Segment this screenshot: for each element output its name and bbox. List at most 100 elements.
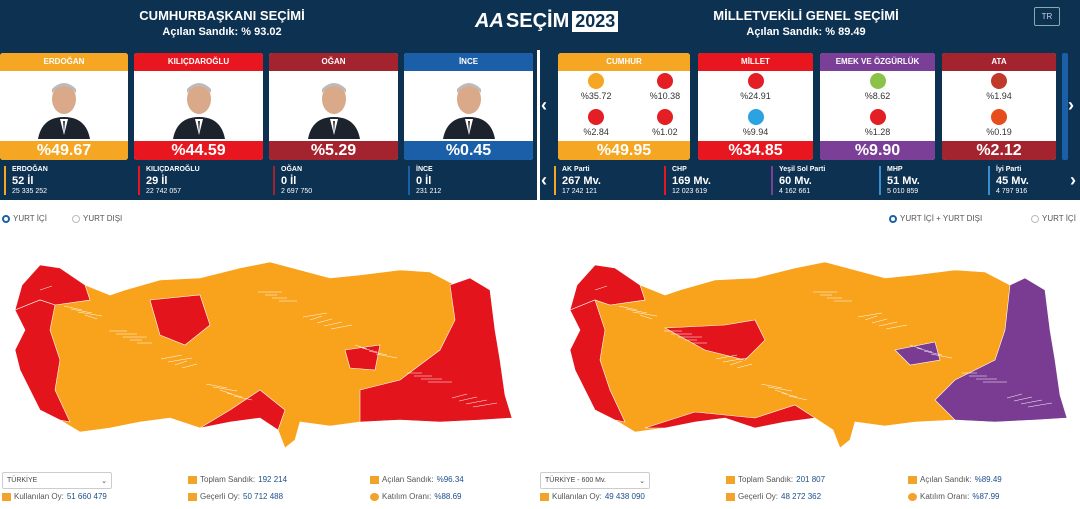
radio-button[interactable] — [889, 214, 897, 223]
vote-icon — [188, 492, 197, 501]
province-border — [871, 318, 888, 324]
acilan-info: Açılan Sandık: %89.49 — [908, 475, 1002, 484]
candidate-name: ERDOĞAN — [0, 53, 128, 71]
gecerli-info: Geçerli Oy: 50 712 488 — [188, 492, 283, 501]
stat-seats: 267 Mv. — [562, 175, 601, 187]
language-button[interactable]: TR — [1034, 7, 1060, 26]
info-label: Toplam Sandık: — [200, 475, 256, 484]
province-border — [930, 353, 953, 359]
alliance-card[interactable]: ATA %1.94 %0.19 %2.12 — [942, 53, 1056, 160]
alliance-card[interactable]: CUMHUR %35.72 %10.38 %2.84 %1.02 %49.95 — [558, 53, 690, 160]
radio-button[interactable] — [72, 214, 80, 223]
province-border — [472, 402, 498, 408]
alliance-card[interactable]: MİLLET %24.91 %9.94 %34.85 — [698, 53, 813, 160]
candidate-name: KILIÇDAROĞLU — [134, 53, 263, 71]
party-result: %2.84 — [571, 109, 621, 137]
candidate-photo — [307, 83, 360, 139]
stat-votes: 5 010 859 — [887, 188, 919, 195]
info-label: Kullanılan Oy: — [14, 492, 64, 501]
kullanilan-info: Kullanılan Oy: 49 438 090 — [540, 492, 645, 501]
province-border — [923, 350, 943, 356]
stat-name: Yeşil Sol Parti — [779, 166, 826, 173]
radio-option[interactable]: YURT İÇİ — [2, 214, 47, 223]
chevron-down-icon: ⌄ — [639, 478, 645, 485]
parliament-title[interactable]: MİLLETVEKİLİ GENEL SEÇİMİ Açılan Sandık:… — [656, 8, 956, 38]
tunceli-region[interactable] — [894, 341, 941, 366]
province-border — [594, 285, 608, 291]
mhp-crescents-icon — [656, 73, 673, 89]
province-border — [160, 354, 183, 360]
south-coast-region[interactable] — [199, 389, 286, 431]
province-border — [205, 383, 228, 389]
party-stat: AK Parti 267 Mv. 17 242 121 — [554, 166, 601, 195]
province-border — [226, 392, 243, 398]
candidate-photo — [38, 83, 90, 139]
candidate-name: OĞAN — [269, 53, 398, 71]
yeniden-refah-icon — [588, 109, 605, 125]
province-border — [368, 350, 388, 356]
province-border — [174, 360, 188, 366]
radio-option[interactable]: YURT DIŞI — [72, 214, 122, 223]
alliance-name: MİLLET — [698, 53, 813, 71]
vote-icon — [726, 492, 735, 501]
logo: AA SEÇİM 2023 — [475, 10, 619, 33]
stat-name: CHP — [672, 166, 687, 173]
radio-option[interactable]: YURT İÇİ — [1031, 214, 1076, 223]
radio-button[interactable] — [2, 214, 10, 223]
party-result: %8.62 — [853, 73, 903, 101]
party-result: %0.19 — [974, 109, 1024, 137]
gecerli-info: Geçerli Oy: 48 272 362 — [726, 492, 821, 501]
candidate-card[interactable]: KILIÇDAROĞLU %44.59 — [134, 53, 263, 160]
ysp-tree-icon — [869, 73, 886, 89]
province-border — [309, 315, 323, 321]
province-border — [885, 324, 908, 330]
prev-party-arrow-icon[interactable]: ‹ — [541, 170, 547, 190]
toplam-info: Toplam Sandık: 201 807 — [726, 475, 825, 484]
party-result: %1.94 — [974, 73, 1024, 101]
party-percent: %0.19 — [986, 127, 1012, 137]
party-percent: %8.62 — [864, 91, 891, 101]
info-label: Açılan Sandık: — [382, 475, 434, 484]
province-border — [77, 311, 103, 317]
logo-text: SEÇİM — [505, 10, 570, 32]
presidential-title[interactable]: CUMHURBAŞKANI SEÇİMİ Açılan Sandık: % 93… — [72, 8, 372, 38]
province-border — [864, 315, 878, 321]
info-value: 201 807 — [796, 475, 826, 484]
radio-label: YURT DIŞI — [83, 214, 123, 223]
candidate-card[interactable]: ERDOĞAN %49.67 — [0, 53, 128, 160]
select-value: TÜRKİYE - 600 Mv. — [545, 477, 606, 484]
candidate-card[interactable]: OĞAN %5.29 — [269, 53, 398, 160]
candidate-photo — [442, 83, 495, 139]
stat-votes: 12 023 619 — [672, 188, 708, 195]
province-border — [1027, 402, 1053, 408]
west-coast-region[interactable] — [14, 299, 71, 423]
region-select[interactable]: TÜRKİYE ⌄ — [2, 472, 112, 489]
info-value: 49 438 090 — [604, 492, 645, 501]
east-region[interactable] — [934, 277, 1068, 423]
vote-icon — [2, 492, 11, 501]
ballot-box-icon — [726, 475, 735, 484]
prev-arrow-icon[interactable]: ‹ — [541, 95, 547, 115]
radio-button[interactable] — [1031, 214, 1039, 223]
alliance-card[interactable]: EMEK VE ÖZGÜRLÜK %8.62 %1.28 %9.90 — [820, 53, 935, 160]
southeast-region[interactable] — [359, 277, 513, 423]
south-coast-region[interactable] — [644, 404, 816, 429]
stat-name: İNCE — [416, 166, 433, 173]
next-party-arrow-icon[interactable]: › — [1070, 170, 1076, 190]
parliament-map[interactable] — [555, 250, 1075, 460]
stat-votes: 22 742 057 — [146, 188, 182, 195]
ankara-region[interactable] — [663, 319, 766, 361]
candidate-card[interactable]: İNCE %0.45 — [404, 53, 533, 160]
province-border — [167, 357, 193, 363]
region-select[interactable]: TÜRKİYE - 600 Mv. ⌄ — [540, 472, 650, 489]
province-border — [618, 305, 638, 311]
presidential-map[interactable] — [0, 250, 520, 460]
west-coast-region[interactable] — [569, 299, 626, 423]
radio-option[interactable]: YURT İÇİ + YURT DIŞI — [889, 214, 982, 223]
next-arrow-icon[interactable]: › — [1068, 95, 1074, 115]
stat-votes: 4 797 916 — [996, 188, 1028, 195]
toplam-info: Toplam Sandık: 192 214 — [188, 475, 287, 484]
ankara-region[interactable] — [149, 294, 211, 346]
party-stat: MHP 51 Mv. 5 010 859 — [879, 166, 920, 195]
province-border — [857, 312, 883, 318]
